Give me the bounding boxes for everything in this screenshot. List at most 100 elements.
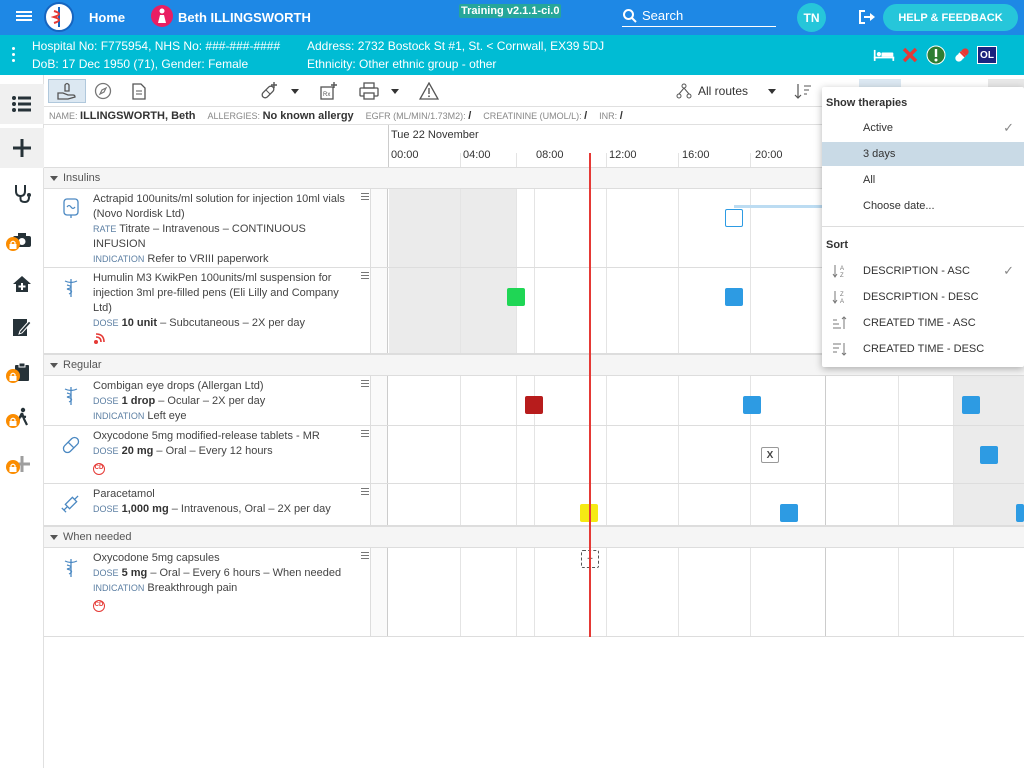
medication-detail: – Subcutaneous – 2X per day bbox=[157, 317, 306, 329]
dose-marker[interactable] bbox=[725, 288, 743, 306]
row-menu-icon[interactable] bbox=[361, 272, 369, 281]
red-x-icon[interactable] bbox=[899, 45, 921, 65]
hour-label: 04:00 bbox=[463, 149, 491, 161]
nav-edit-note-icon[interactable] bbox=[0, 307, 44, 347]
compass-icon[interactable] bbox=[92, 79, 114, 103]
home-link[interactable]: Home bbox=[89, 10, 126, 25]
nav-plus-gray-icon[interactable] bbox=[0, 444, 44, 484]
svg-text:Z: Z bbox=[840, 273, 844, 278]
ol-badge[interactable]: OL bbox=[977, 46, 997, 64]
group-header-when-needed[interactable]: When needed bbox=[44, 526, 1024, 548]
lock-icon bbox=[6, 369, 20, 383]
medication-row[interactable]: Actrapid 100units/ml solution for inject… bbox=[44, 189, 1024, 268]
administration-hand-icon[interactable] bbox=[48, 79, 86, 103]
more-vertical-icon[interactable] bbox=[12, 47, 16, 65]
menu-item-created-asc[interactable]: CREATED TIME - ASC bbox=[822, 311, 1024, 335]
dose-label: DOSE bbox=[93, 318, 119, 328]
dose-marker[interactable] bbox=[980, 446, 998, 464]
menu-item-3-days[interactable]: 3 days bbox=[822, 142, 1024, 166]
add-note-icon[interactable]: Rx bbox=[318, 79, 340, 103]
nav-house-medical-icon[interactable] bbox=[0, 264, 44, 304]
document-icon[interactable] bbox=[128, 79, 150, 103]
group-header-insulins[interactable]: Insulins bbox=[44, 167, 1024, 189]
grid-line bbox=[898, 153, 899, 637]
routes-filter[interactable]: All routes bbox=[676, 83, 777, 99]
sort-alpha-asc-icon: AZ bbox=[832, 265, 844, 278]
dose-marker[interactable] bbox=[1016, 504, 1024, 522]
name-label: NAME: bbox=[49, 110, 78, 121]
grid-line bbox=[460, 153, 461, 637]
creatinine-label: CREATININE (UMOL/L): bbox=[483, 110, 582, 121]
caduceus-icon bbox=[64, 387, 78, 405]
lock-icon bbox=[6, 237, 20, 251]
medication-row[interactable]: Paracetamol DOSE 1,000 mg – Intravenous,… bbox=[44, 484, 1024, 526]
check-icon: ✓ bbox=[1003, 263, 1014, 278]
dose-marker[interactable] bbox=[725, 209, 743, 227]
hour-label: 16:00 bbox=[682, 149, 710, 161]
medication-dose: 10 unit bbox=[121, 317, 158, 329]
exclamation-icon[interactable] bbox=[925, 45, 947, 65]
menu-item-label: Choose date... bbox=[863, 200, 935, 212]
user-avatar[interactable]: TN bbox=[797, 3, 826, 32]
routes-label: All routes bbox=[698, 84, 749, 98]
dose-label: DOSE bbox=[93, 396, 119, 406]
pill-icon[interactable] bbox=[951, 45, 973, 65]
menu-item-all[interactable]: All bbox=[822, 168, 1024, 192]
add-medication-dropdown[interactable] bbox=[288, 79, 302, 103]
group-header-regular[interactable]: Regular bbox=[44, 354, 1024, 376]
dose-marker[interactable] bbox=[525, 396, 543, 414]
signal-icon bbox=[94, 333, 105, 344]
dose-marker[interactable] bbox=[780, 504, 798, 522]
dose-marker[interactable] bbox=[743, 396, 761, 414]
nav-stethoscope-icon[interactable] bbox=[0, 173, 44, 213]
medication-row[interactable]: Oxycodone 5mg modified-release tablets -… bbox=[44, 426, 1024, 484]
print-dropdown[interactable] bbox=[388, 79, 402, 103]
menu-item-choose-date[interactable]: Choose date... bbox=[822, 194, 1024, 218]
check-icon: ✓ bbox=[1003, 120, 1014, 135]
print-icon[interactable] bbox=[358, 79, 380, 103]
infusion-bar bbox=[734, 205, 824, 208]
app-logo-icon[interactable] bbox=[44, 2, 74, 32]
hamburger-icon[interactable] bbox=[16, 9, 32, 25]
nav-add-icon[interactable] bbox=[0, 128, 44, 168]
row-menu-icon[interactable] bbox=[361, 488, 369, 497]
menu-item-created-desc[interactable]: CREATED TIME - DESC bbox=[822, 337, 1024, 361]
medication-chart: Tue 22 November 00:00 04:00 08:00 12:00 … bbox=[44, 125, 1024, 637]
skipped-dose-marker[interactable]: X bbox=[761, 447, 779, 463]
row-menu-icon[interactable] bbox=[361, 430, 369, 439]
medication-dose: 20 mg bbox=[121, 445, 154, 457]
dose-marker[interactable] bbox=[962, 396, 980, 414]
date-of-birth: DoB: 17 Dec 1950 (71), Gender: Female bbox=[32, 57, 249, 71]
row-menu-icon[interactable] bbox=[361, 380, 369, 389]
search-box[interactable]: Search bbox=[622, 5, 776, 27]
grid-line bbox=[953, 167, 954, 637]
medication-row[interactable]: Humulin M3 KwikPen 100units/ml suspensio… bbox=[44, 268, 1024, 354]
svg-text:Z: Z bbox=[840, 292, 844, 298]
medication-indication: Left eye bbox=[147, 410, 187, 422]
row-menu-icon[interactable] bbox=[361, 552, 369, 561]
nav-list-icon[interactable] bbox=[0, 84, 44, 124]
menu-divider bbox=[822, 226, 1024, 227]
training-version-badge: Training v2.1.1-ci.0 bbox=[459, 4, 562, 18]
menu-item-label: CREATED TIME - DESC bbox=[863, 343, 985, 355]
menu-item-active[interactable]: Active ✓ bbox=[822, 116, 1024, 140]
add-medication-icon[interactable] bbox=[258, 79, 280, 103]
medication-row[interactable]: Combigan eye drops (Allergan Ltd) DOSE 1… bbox=[44, 376, 1024, 426]
sort-icon[interactable] bbox=[792, 79, 814, 103]
help-feedback-button[interactable]: HELP & FEEDBACK bbox=[883, 4, 1018, 31]
collapse-icon bbox=[50, 362, 58, 368]
warning-icon[interactable] bbox=[418, 79, 440, 103]
patient-name[interactable]: Beth ILLINGSWORTH bbox=[178, 10, 311, 25]
sort-time-asc-icon bbox=[833, 316, 847, 329]
bed-icon[interactable] bbox=[873, 45, 895, 65]
medication-name: Paracetamol bbox=[93, 488, 155, 500]
dose-marker[interactable] bbox=[507, 288, 525, 306]
medication-row[interactable]: Oxycodone 5mg capsules DOSE 5 mg – Oral … bbox=[44, 548, 1024, 637]
medication-dose: 1 drop bbox=[121, 395, 156, 407]
logout-icon[interactable] bbox=[856, 8, 876, 26]
grid-line bbox=[825, 167, 826, 637]
left-navigation bbox=[0, 75, 44, 768]
row-menu-icon[interactable] bbox=[361, 193, 369, 202]
